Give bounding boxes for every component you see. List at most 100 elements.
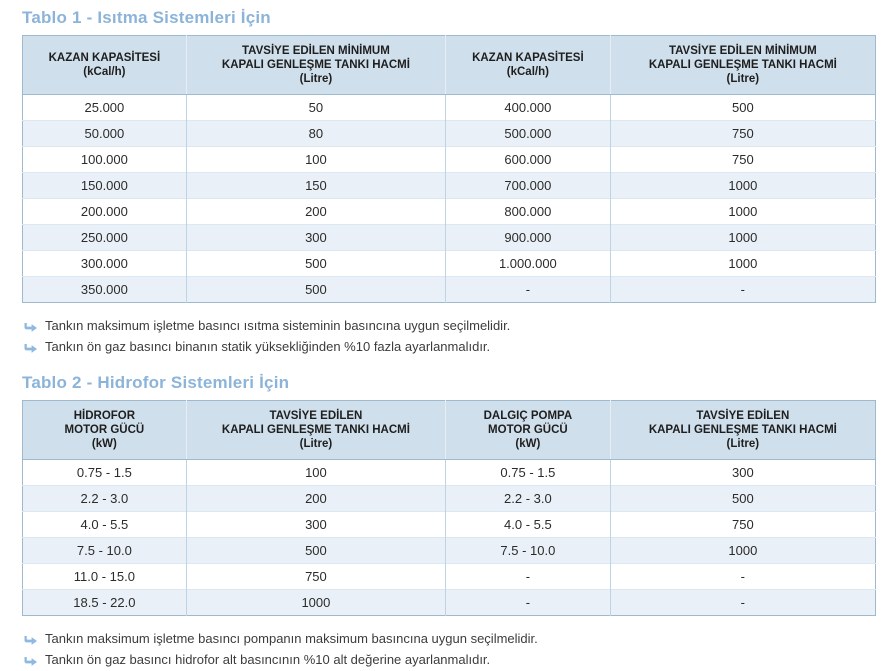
table-cell: 50	[185, 94, 446, 121]
table2-wrapper: HİDROFOR MOTOR GÜCÜ (kW) TAVSİYE EDİLEN …	[22, 400, 876, 616]
arrow-bullet-icon	[24, 633, 37, 650]
table-cell: 4.0 - 5.5	[445, 511, 611, 538]
table-cell: 1000	[185, 589, 446, 616]
table-cell: 300	[609, 459, 876, 486]
table2-hydrophore-systems: HİDROFOR MOTOR GÜCÜ (kW) TAVSİYE EDİLEN …	[22, 400, 876, 616]
table2-header-tank-volume-right: TAVSİYE EDİLEN KAPALI GENLEŞME TANKI HAC…	[609, 400, 876, 460]
table1-header-tank-volume-left: TAVSİYE EDİLEN MİNİMUM KAPALI GENLEŞME T…	[185, 35, 446, 95]
table-cell: 1000	[609, 198, 876, 225]
table-cell: 750	[609, 120, 876, 147]
table-cell: 11.0 - 15.0	[22, 563, 187, 590]
table-cell: 700.000	[445, 172, 611, 199]
table-cell: 2.2 - 3.0	[445, 485, 611, 512]
table2-header-booster-motor-power: HİDROFOR MOTOR GÜCÜ (kW)	[22, 400, 187, 460]
table-cell: -	[609, 276, 876, 303]
table1-notes: Tankın maksimum işletme basıncı ısıtma s…	[22, 317, 876, 358]
table1-title: Tablo 1 - Isıtma Sistemleri İçin	[22, 8, 271, 27]
table-cell: 0.75 - 1.5	[76, 465, 132, 480]
table-cell: 7.5 - 10.0	[445, 537, 611, 564]
section-heating-systems: Tablo 1 - Isıtma Sistemleri İçin KAZAN K…	[22, 8, 876, 358]
table-cell: 300.000	[22, 250, 187, 277]
table-cell: 7.5 - 10.0	[22, 537, 187, 564]
table-cell: 25.000	[84, 100, 125, 115]
table-row: 350.000 500- -	[22, 276, 876, 303]
note-text: Tankın maksimum işletme basıncı ısıtma s…	[45, 318, 511, 333]
table-row: 250.000 300 900.000 1000	[22, 224, 876, 251]
table-row: 18.5 - 22.0 1000- -	[22, 589, 876, 616]
arrow-bullet-icon	[24, 320, 37, 337]
table1-heating-systems: KAZAN KAPASİTESİ (kCal/h) TAVSİYE EDİLEN…	[22, 35, 876, 303]
table2-title: Tablo 2 - Hidrofor Sistemleri İçin	[22, 373, 290, 392]
arrow-bullet-icon	[24, 654, 37, 671]
table-row: 150.000 150 700.000 1000	[22, 172, 876, 199]
note-text: Tankın ön gaz basıncı binanın statik yük…	[45, 339, 491, 354]
table-cell: 18.5 - 22.0	[22, 589, 187, 616]
table-cell: 900.000	[445, 224, 611, 251]
table1-wrapper: KAZAN KAPASİTESİ (kCal/h) TAVSİYE EDİLEN…	[22, 35, 876, 303]
table-cell: 50.000	[22, 120, 187, 147]
table-cell: 1.000.000	[445, 250, 611, 277]
table2-body: 0.75 - 1.5 100 0.75 - 1.5 300 2.2 - 3.0 200 2.…	[22, 459, 876, 616]
table-cell: 750	[185, 563, 446, 590]
table-cell: 500.000	[445, 120, 611, 147]
table-cell: 800.000	[445, 198, 611, 225]
table-cell: 100	[185, 459, 446, 486]
table-cell: 750	[609, 511, 876, 538]
table-cell: 300	[185, 224, 446, 251]
table-cell: 750	[609, 146, 876, 173]
table-cell: 150	[185, 172, 446, 199]
table-cell: -	[609, 563, 876, 590]
table-cell: -	[445, 589, 611, 616]
table-cell: 1000	[609, 224, 876, 251]
table-row: 2.2 - 3.0 200 2.2 - 3.0 500	[22, 485, 876, 512]
table-cell: 150.000	[22, 172, 187, 199]
table-cell: 500	[185, 537, 446, 564]
table-row: 300.000 500 1.000.000 1000	[22, 250, 876, 277]
table-row: 50.000 80 500.000 750	[22, 120, 876, 147]
table-row: 200.000 200 800.000 1000	[22, 198, 876, 225]
table-row: 4.0 - 5.5 300 4.0 - 5.5 750	[22, 511, 876, 538]
table-cell: -	[445, 276, 611, 303]
table-cell: 4.0 - 5.5	[22, 511, 187, 538]
table1-header-boiler-capacity-left: KAZAN KAPASİTESİ (kCal/h)	[22, 35, 187, 95]
table-cell: 200	[185, 198, 446, 225]
table-row: 25.000 50 400.000 500	[23, 94, 876, 121]
table-cell: 80	[185, 120, 446, 147]
table2-header-submersible-pump-power: DALGIÇ POMPA MOTOR GÜCÜ (kW)	[445, 400, 611, 460]
table2-notes: Tankın maksimum işletme basıncı pompanın…	[22, 630, 876, 671]
table-cell: 350.000	[22, 276, 187, 303]
table-cell: 100.000	[22, 146, 187, 173]
table-cell: 200.000	[22, 198, 187, 225]
note-item: Tankın ön gaz basıncı hidrofor alt basın…	[24, 651, 876, 671]
table-cell: 600.000	[445, 146, 611, 173]
table-cell: 2.2 - 3.0	[22, 485, 187, 512]
table-row: 100.000 100 600.000 750	[22, 146, 876, 173]
table-cell: 400.000	[445, 94, 611, 121]
table1-header-row: KAZAN KAPASİTESİ (kCal/h) TAVSİYE EDİLEN…	[22, 35, 876, 95]
table-cell: 0.75 - 1.5	[445, 459, 611, 486]
table2-header-tank-volume-left: TAVSİYE EDİLEN KAPALI GENLEŞME TANKI HAC…	[185, 400, 446, 460]
table-cell: 300	[185, 511, 446, 538]
table-cell: 250.000	[22, 224, 187, 251]
table-cell: 500	[185, 276, 446, 303]
table2-header-row: HİDROFOR MOTOR GÜCÜ (kW) TAVSİYE EDİLEN …	[22, 400, 876, 460]
table-cell: 500	[609, 485, 876, 512]
table-cell: 100	[185, 146, 446, 173]
table-cell: 1000	[609, 172, 876, 199]
note-text: Tankın maksimum işletme basıncı pompanın…	[45, 631, 538, 646]
table-cell: -	[609, 589, 876, 616]
arrow-bullet-icon	[24, 341, 37, 358]
table-row: 11.0 - 15.0 750- -	[22, 563, 876, 590]
section-hydrophore-systems: Tablo 2 - Hidrofor Sistemleri İçin HİDRO…	[22, 373, 876, 671]
note-text: Tankın ön gaz basıncı hidrofor alt basın…	[45, 652, 491, 667]
table-cell: 200	[185, 485, 446, 512]
table-cell: -	[445, 563, 611, 590]
note-item: Tankın maksimum işletme basıncı pompanın…	[24, 630, 876, 650]
table-cell: 1000	[609, 250, 876, 277]
note-item: Tankın ön gaz basıncı binanın statik yük…	[24, 338, 876, 358]
note-item: Tankın maksimum işletme basıncı ısıtma s…	[24, 317, 876, 337]
table-row: 7.5 - 10.0 500 7.5 - 10.0 1000	[22, 537, 876, 564]
table-row: 0.75 - 1.5 100 0.75 - 1.5 300	[23, 459, 876, 486]
table1-header-tank-volume-right: TAVSİYE EDİLEN MİNİMUM KAPALI GENLEŞME T…	[609, 35, 876, 95]
table1-header-boiler-capacity-right: KAZAN KAPASİTESİ (kCal/h)	[445, 35, 611, 95]
